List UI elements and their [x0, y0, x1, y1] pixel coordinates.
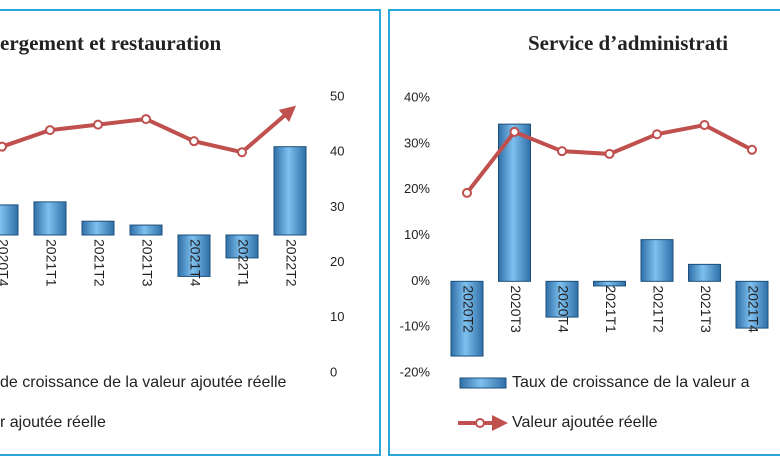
bar	[129, 224, 163, 236]
bar	[498, 123, 531, 282]
bar	[225, 234, 259, 259]
bar	[177, 234, 211, 277]
line-marker	[189, 136, 199, 147]
bar	[81, 220, 115, 236]
x-tick-label: 2020T3	[508, 285, 524, 333]
panel-border	[0, 9, 381, 456]
legend-label: de croissance de la valeur ajoutée réell…	[0, 374, 287, 391]
bar	[593, 280, 626, 287]
bar	[450, 280, 484, 357]
panel-border	[388, 9, 780, 456]
bar	[640, 239, 674, 282]
chart-title: Service d’administrati	[528, 31, 728, 55]
legend-swatch	[475, 418, 485, 428]
x-tick-label: 2021T3	[139, 239, 155, 287]
y-tick-label: 20%	[404, 181, 430, 196]
y2-tick-label: 10	[330, 309, 344, 324]
bar	[545, 280, 579, 318]
x-tick-label: 2021T3	[698, 285, 714, 333]
x-tick-label: 2021T4	[187, 239, 203, 287]
legend-label: Valeur ajoutée réelle	[512, 414, 658, 431]
line-marker	[557, 146, 567, 157]
chart-title: ergement et restauration	[0, 31, 222, 55]
y-tick-label: 40%	[404, 89, 430, 104]
y2-tick-label: 30	[330, 199, 344, 214]
y2-tick-label: 40	[330, 144, 344, 159]
line-marker	[462, 187, 472, 198]
y2-tick-label: 50	[330, 88, 344, 103]
bar	[735, 280, 769, 329]
x-tick-label: 2022T2	[283, 239, 299, 287]
line-marker	[699, 120, 710, 131]
y-tick-label: -20%	[400, 364, 431, 379]
line-marker	[237, 147, 247, 158]
x-tick-label: 2021T1	[43, 239, 59, 287]
x-tick-label: 2021T1	[603, 285, 619, 333]
x-tick-label: 2020T4	[0, 239, 11, 287]
line-marker	[604, 148, 615, 159]
line-marker	[93, 119, 103, 130]
x-tick-label: 2022T1	[235, 239, 251, 287]
y2-tick-label: 0	[330, 364, 337, 379]
x-tick-label: 2021T2	[650, 285, 666, 333]
line-marker	[45, 125, 55, 136]
line-marker	[141, 114, 151, 125]
line-marker	[0, 141, 7, 152]
bar	[33, 201, 67, 236]
line-marker	[509, 126, 520, 137]
x-tick-label: 2020T2	[460, 285, 476, 333]
bar	[688, 263, 721, 282]
x-tick-label: 2021T4	[745, 285, 761, 333]
line-marker	[747, 144, 757, 155]
y2-tick-label: 20	[330, 254, 344, 269]
x-tick-label: 2021T2	[91, 239, 107, 287]
y-tick-label: 10%	[404, 227, 430, 242]
y-tick-label: -10%	[400, 319, 431, 334]
y-tick-label: 30%	[404, 135, 430, 150]
bar	[0, 204, 19, 236]
legend-label: Taux de croissance de la valeur a	[512, 374, 750, 391]
y-tick-label: 0%	[411, 273, 430, 288]
legend-swatch	[459, 377, 507, 389]
bar	[273, 146, 307, 236]
line-marker	[652, 129, 662, 140]
x-tick-label: 2020T4	[555, 285, 571, 333]
legend-label: r ajoutée réelle	[0, 414, 106, 431]
